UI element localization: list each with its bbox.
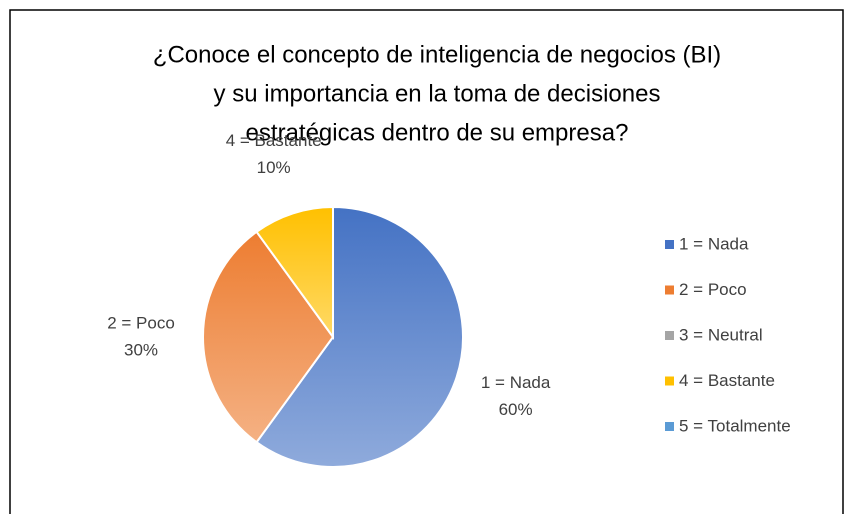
slice-value-label: 30%	[124, 340, 158, 359]
legend-swatch	[665, 422, 674, 431]
legend-swatch	[665, 240, 674, 249]
slice-value-label: 60%	[499, 400, 533, 419]
pie-slice	[255, 205, 334, 341]
legend-label: 1 = Nada	[679, 234, 749, 253]
legend-label: 5 = Totalmente	[679, 416, 791, 435]
legend-swatch	[665, 331, 674, 340]
chart-title: y su importancia en la toma de decisione…	[214, 80, 661, 107]
slice-category-label: 4 = Bastante	[226, 131, 322, 150]
chart-title: estratégicas dentro de su empresa?	[246, 119, 629, 146]
legend-label: 4 = Bastante	[679, 371, 775, 390]
legend	[655, 225, 838, 447]
chart-title: ¿Conoce el concepto de inteligencia de n…	[153, 41, 721, 68]
pie-slice	[202, 230, 335, 444]
pie-slice	[255, 205, 464, 468]
legend-swatch	[665, 285, 674, 295]
slice-category-label: 1 = Nada	[481, 373, 551, 392]
slice-category-label: 2 = Poco	[107, 313, 175, 332]
slice-value-label: 10%	[257, 158, 291, 177]
legend-label: 2 = Poco	[679, 280, 747, 299]
legend-label: 3 = Neutral	[679, 325, 763, 344]
legend-swatch	[665, 376, 674, 386]
